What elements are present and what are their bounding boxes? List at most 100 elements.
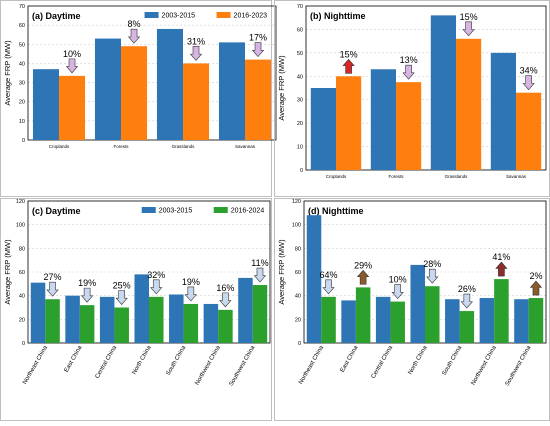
bar xyxy=(252,285,268,343)
bar xyxy=(370,69,396,170)
x-tick-label: Croplands xyxy=(326,174,347,179)
y-tick-label: 40 xyxy=(19,294,25,300)
change-percent-label: 29% xyxy=(354,260,372,270)
x-tick-label: South China xyxy=(166,344,188,376)
y-tick-label: 20 xyxy=(295,317,301,323)
bar xyxy=(456,38,482,170)
change-percent-label: 31% xyxy=(187,36,205,46)
bar xyxy=(528,298,544,343)
bar xyxy=(430,15,456,170)
legend-swatch xyxy=(213,207,228,213)
bar xyxy=(183,63,210,140)
bar xyxy=(183,303,199,343)
bar xyxy=(336,76,362,170)
change-percent-label: 19% xyxy=(182,277,200,287)
change-percent-label: 10% xyxy=(63,49,81,59)
y-tick-label: 0 xyxy=(298,341,301,347)
y-tick-label: 40 xyxy=(295,294,301,300)
change-percent-label: 13% xyxy=(400,55,418,65)
y-tick-label: 60 xyxy=(19,270,25,276)
legend-label: 2003-2015 xyxy=(162,13,196,20)
change-arrow-down xyxy=(462,21,475,37)
change-percent-label: 28% xyxy=(423,259,441,269)
legend-label: 2016-2024 xyxy=(231,208,265,215)
y-tick-label: 40 xyxy=(19,61,25,67)
bar xyxy=(203,303,219,343)
change-arrow-down xyxy=(184,286,197,302)
bar xyxy=(490,52,516,170)
bar xyxy=(218,309,233,343)
panel-1: 0 10 20 30 40 50 60 70 Average FRP (MW) (a) Dayti… xyxy=(0,0,277,197)
change-arrow-down xyxy=(253,267,267,283)
y-tick-label: 20 xyxy=(19,317,25,323)
panel-title: (c) Daytime xyxy=(32,206,81,216)
change-arrow-up xyxy=(342,58,355,74)
change-arrow-down xyxy=(402,64,415,80)
y-tick-label: 50 xyxy=(297,51,303,57)
change-arrow-down xyxy=(251,42,265,58)
panel-2: 0 10 20 30 40 50 60 70 Average FRP (MW) (b) Night… xyxy=(274,0,550,197)
y-axis-label: Average FRP (MW) xyxy=(277,239,286,305)
panel-3: 0 20 40 60 80 100 120 Average FRP (MW) (c) Dayti… xyxy=(0,198,272,421)
bar xyxy=(479,298,495,343)
change-percent-label: 2% xyxy=(529,271,542,281)
panel-border xyxy=(0,0,272,197)
y-tick-label: 70 xyxy=(19,4,25,10)
change-arrow-up xyxy=(495,261,508,277)
bar xyxy=(99,296,115,343)
bar xyxy=(425,286,440,343)
x-tick-label: Northeast China xyxy=(22,344,49,385)
y-tick-label: 30 xyxy=(297,98,303,104)
y-tick-label: 0 xyxy=(22,138,25,144)
change-percent-label: 26% xyxy=(458,284,476,294)
legend-label: 2003-2015 xyxy=(159,208,193,215)
bar xyxy=(32,69,59,140)
bar xyxy=(516,92,542,170)
y-tick-label: 100 xyxy=(16,223,25,229)
bar xyxy=(310,88,336,170)
bar xyxy=(375,296,391,343)
change-arrow-down xyxy=(522,75,535,91)
x-tick-label: East China xyxy=(340,344,360,373)
bar xyxy=(245,59,272,140)
change-percent-label: 10% xyxy=(389,275,407,285)
bar xyxy=(390,301,405,343)
y-tick-label: 20 xyxy=(297,121,303,127)
x-tick-label: Central China xyxy=(95,344,119,379)
legend-swatch xyxy=(144,12,159,18)
bar xyxy=(114,307,129,343)
x-tick-label: Grasslands xyxy=(172,144,196,149)
panel-title: (a) Daytime xyxy=(32,11,81,21)
bar xyxy=(355,287,371,343)
x-tick-label: Central China xyxy=(371,344,395,379)
panel-title: (d) Nighttime xyxy=(308,206,364,216)
y-tick-label: 0 xyxy=(300,168,303,174)
change-percent-label: 64% xyxy=(320,270,338,280)
bar xyxy=(134,274,149,343)
change-percent-label: 17% xyxy=(249,33,267,43)
change-percent-label: 11% xyxy=(251,258,268,268)
bar xyxy=(341,300,356,343)
x-tick-label: Northwest China xyxy=(470,344,498,386)
y-tick-label: 120 xyxy=(16,199,25,205)
y-tick-label: 0 xyxy=(22,341,25,347)
bar xyxy=(445,299,460,343)
y-axis-label: Average FRP (MW) xyxy=(3,239,12,305)
y-tick-label: 60 xyxy=(297,27,303,33)
change-percent-label: 34% xyxy=(520,66,538,76)
y-tick-label: 70 xyxy=(297,4,303,10)
plot-area xyxy=(305,5,547,171)
change-percent-label: 32% xyxy=(147,270,165,280)
change-arrow-down xyxy=(391,284,404,300)
legend-swatch xyxy=(216,12,231,18)
x-tick-label: Northwest China xyxy=(194,344,222,386)
bar xyxy=(459,311,475,343)
x-tick-label: North China xyxy=(408,344,430,375)
y-tick-label: 50 xyxy=(19,42,25,48)
change-arrow-down xyxy=(65,58,79,74)
bar xyxy=(156,28,183,140)
x-tick-label: Croplands xyxy=(49,144,70,149)
y-tick-label: 30 xyxy=(19,81,25,87)
